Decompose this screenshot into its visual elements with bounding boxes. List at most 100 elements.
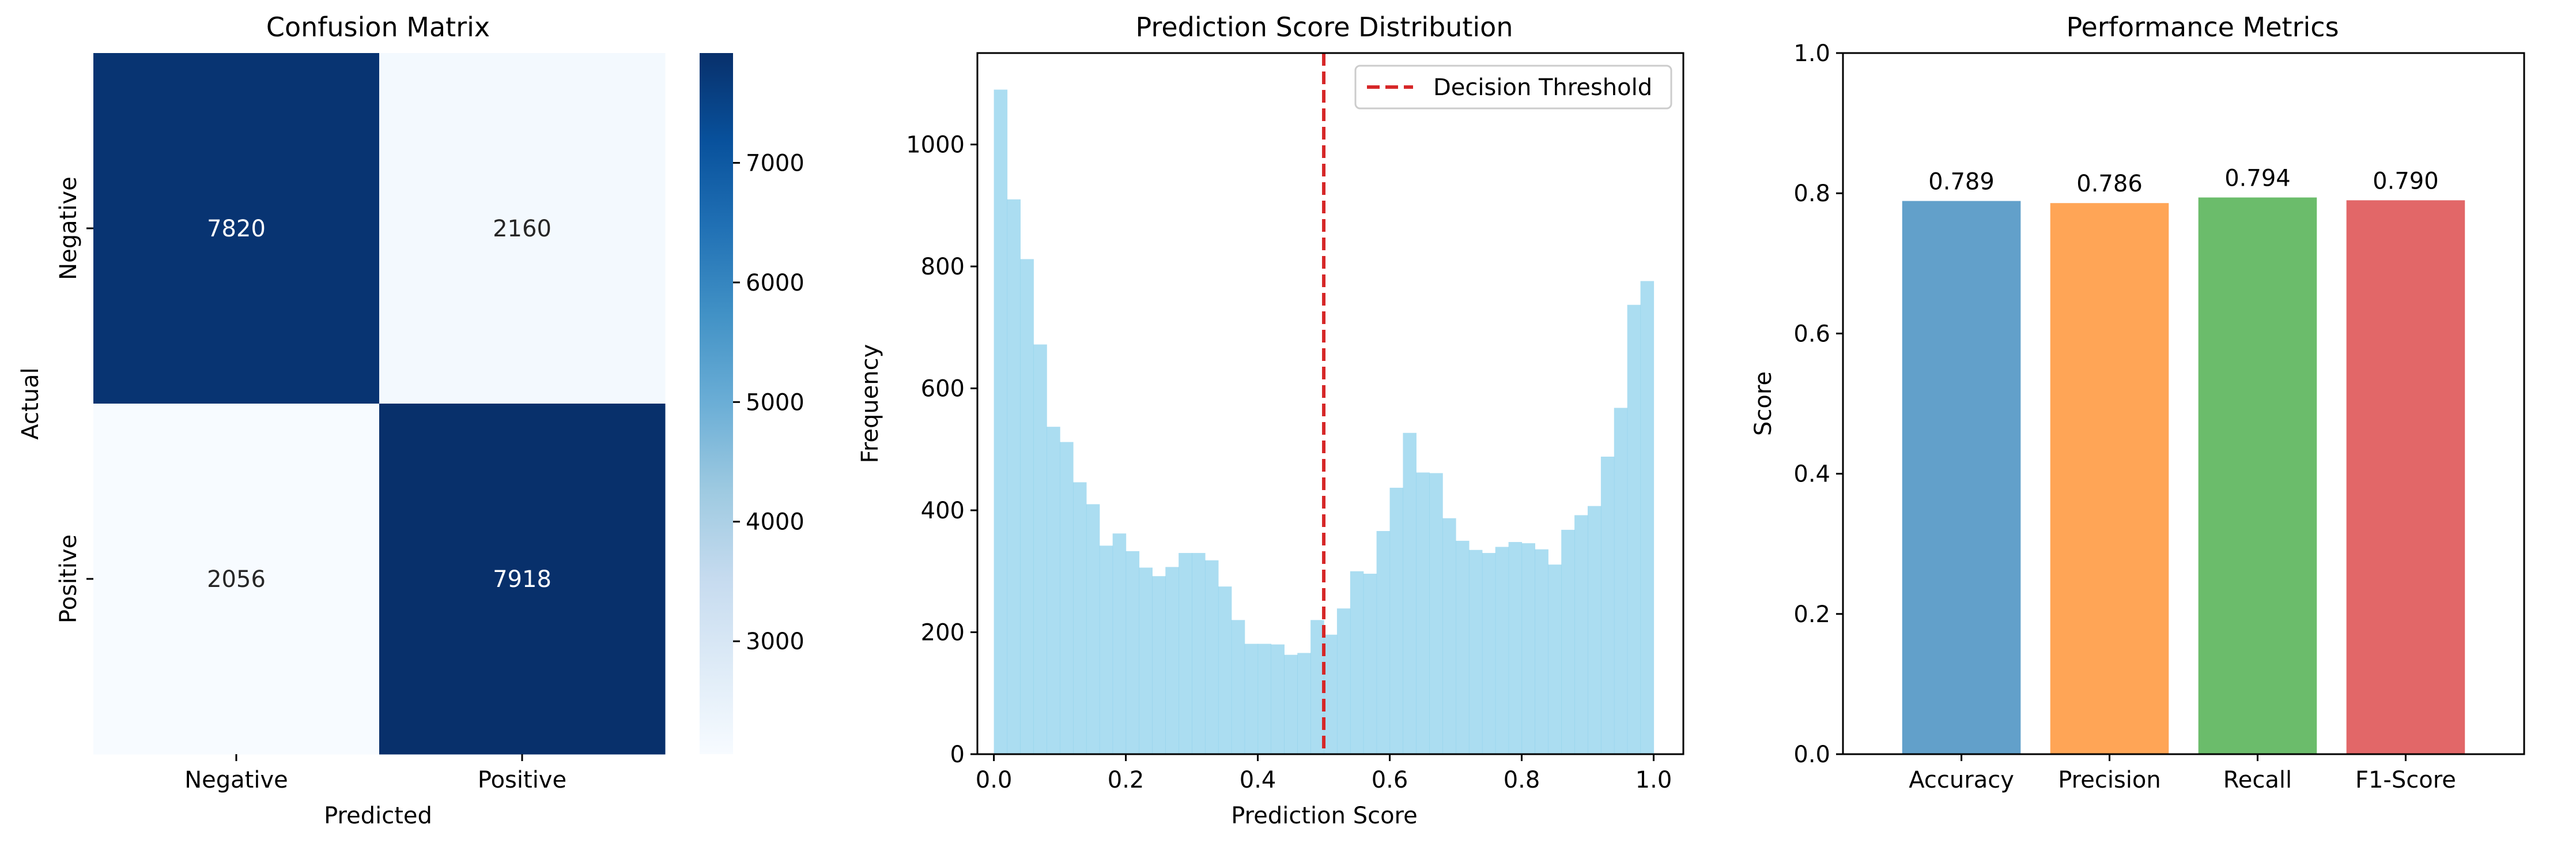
histogram-bar	[1456, 540, 1470, 754]
histogram-bar	[1112, 533, 1127, 754]
histogram-bar	[1099, 545, 1113, 754]
histogram-bar	[1442, 518, 1456, 754]
histogram-bar	[1244, 643, 1259, 754]
metric-bar	[2198, 197, 2317, 755]
histogram-bar	[1310, 620, 1324, 754]
y-tick-label: Positive	[55, 534, 82, 623]
x-tick-label: Positive	[478, 767, 566, 793]
histogram-legend: Decision Threshold	[1354, 65, 1672, 110]
x-tick-label: Accuracy	[1909, 767, 2014, 793]
histogram-bar	[1561, 529, 1575, 754]
y-tick-label: 0.4	[1793, 461, 1830, 488]
histogram-bar	[1416, 472, 1430, 754]
colorbar-tick-label: 4000	[746, 509, 804, 536]
histogram-bar	[1363, 574, 1377, 754]
histogram-axes-frame	[976, 52, 1684, 755]
y-tick-label: 0.6	[1793, 321, 1830, 347]
histogram-bar	[1376, 530, 1391, 754]
metric-value-label: 0.790	[2373, 168, 2439, 194]
histogram-bar	[1495, 547, 1509, 754]
heatmap-value-label: 2160	[493, 216, 552, 242]
histogram-bar	[1020, 259, 1034, 754]
histogram-bar	[1033, 344, 1047, 754]
y-tick-label: 200	[921, 620, 965, 646]
histogram-bar	[1125, 551, 1140, 754]
histogram-bar	[1508, 542, 1523, 754]
colorbar-tick-label: 3000	[746, 628, 804, 655]
colorbar-tick-label: 6000	[746, 270, 804, 296]
legend-box	[1354, 65, 1672, 110]
histogram-bar	[1139, 567, 1153, 754]
performance-ticks: Accuracy Precision Recall F1-Score 0.0 0.2 0.4…	[1793, 40, 2456, 793]
histogram-bar	[1521, 543, 1536, 754]
y-tick-label: 0.0	[1793, 741, 1830, 768]
legend-threshold-label: Decision Threshold	[1433, 74, 1652, 101]
x-tick-label: 0.0	[976, 767, 1013, 793]
confusion-matrix-title: Confusion Matrix	[266, 12, 490, 43]
histogram-bars	[994, 89, 1655, 754]
performance-title: Performance Metrics	[2066, 12, 2339, 43]
confusion-matrix-panel: Confusion Matrix 7820 2160 2056 7918 Negati…	[17, 12, 804, 829]
histogram-bar	[994, 89, 1008, 754]
metric-bar	[2346, 200, 2465, 754]
y-tick-label: 1.0	[1793, 40, 1830, 67]
histogram-bar	[1073, 482, 1087, 754]
y-tick-label: 0.2	[1793, 601, 1830, 628]
heatmap-cell	[379, 53, 666, 404]
histogram-bar	[1152, 576, 1166, 754]
metric-bar	[2050, 203, 2169, 754]
colorbar	[700, 53, 733, 754]
y-tick-label: 1000	[906, 132, 965, 159]
histogram-bar	[1179, 553, 1192, 754]
histogram-bar	[1574, 515, 1588, 754]
histogram-bar	[1587, 506, 1601, 754]
colorbar-tick-label: 7000	[746, 150, 804, 176]
y-tick-label: 400	[921, 498, 965, 524]
heatmap-value-label: 7820	[207, 216, 266, 242]
y-tick-label: 0	[950, 741, 965, 768]
metric-value-label: 0.794	[2224, 165, 2291, 191]
histogram-bar	[1350, 571, 1364, 754]
performance-bars: 0.789 0.786 0.794 0.790	[1902, 165, 2465, 755]
histogram-bar	[1257, 643, 1272, 754]
histogram-bar	[1548, 564, 1562, 754]
x-tick-label: 0.2	[1108, 767, 1145, 793]
histogram-bar	[1627, 304, 1641, 754]
histogram-ticks: 0.0 0.2 0.4 0.6 0.8 1.0 0 200 400 600 800 1000	[906, 132, 1672, 793]
x-tick-label: Precision	[2058, 767, 2160, 793]
histogram-bar	[1271, 644, 1285, 754]
histogram-bar	[1297, 653, 1311, 754]
heatmap-cell	[93, 404, 380, 755]
histogram-bar	[1218, 586, 1232, 754]
histogram-bar	[1165, 567, 1179, 754]
x-tick-label: 0.4	[1240, 767, 1276, 793]
histogram-bar	[1324, 634, 1338, 754]
histogram-bar	[1600, 456, 1615, 754]
x-tick-label: 1.0	[1636, 767, 1672, 793]
y-tick-label: 0.8	[1793, 180, 1830, 207]
histogram-bar	[1389, 487, 1404, 754]
x-tick-label: Recall	[2223, 767, 2292, 793]
colorbar-ticks: 3000 4000 5000 6000 7000	[733, 150, 804, 655]
histogram-bar	[1336, 608, 1351, 754]
performance-axes-frame	[1842, 52, 2525, 755]
histogram-bar	[1204, 560, 1219, 754]
confusion-matrix-ticks: Negative Positive Negative Positive	[55, 176, 566, 793]
confusion-matrix-ylabel: Actual	[17, 367, 44, 439]
histogram-bar	[1482, 553, 1496, 754]
histogram-bar	[1192, 553, 1206, 754]
histogram-bar	[1231, 620, 1245, 754]
y-tick-label: 800	[921, 254, 965, 280]
performance-panel: Performance Metrics 0.789 0.786 0.794 0.790…	[1750, 12, 2525, 793]
x-tick-label: 0.8	[1504, 767, 1540, 793]
histogram-bar	[1403, 432, 1417, 754]
histogram-bar	[1614, 408, 1628, 754]
metric-bar	[1902, 201, 2021, 754]
histogram-xlabel: Prediction Score	[1231, 803, 1417, 829]
metric-value-label: 0.789	[1928, 169, 1995, 195]
x-tick-label: F1-Score	[2355, 767, 2456, 793]
histogram-ylabel: Frequency	[857, 344, 883, 464]
x-tick-label: 0.6	[1372, 767, 1408, 793]
confusion-matrix-cells	[93, 53, 666, 755]
